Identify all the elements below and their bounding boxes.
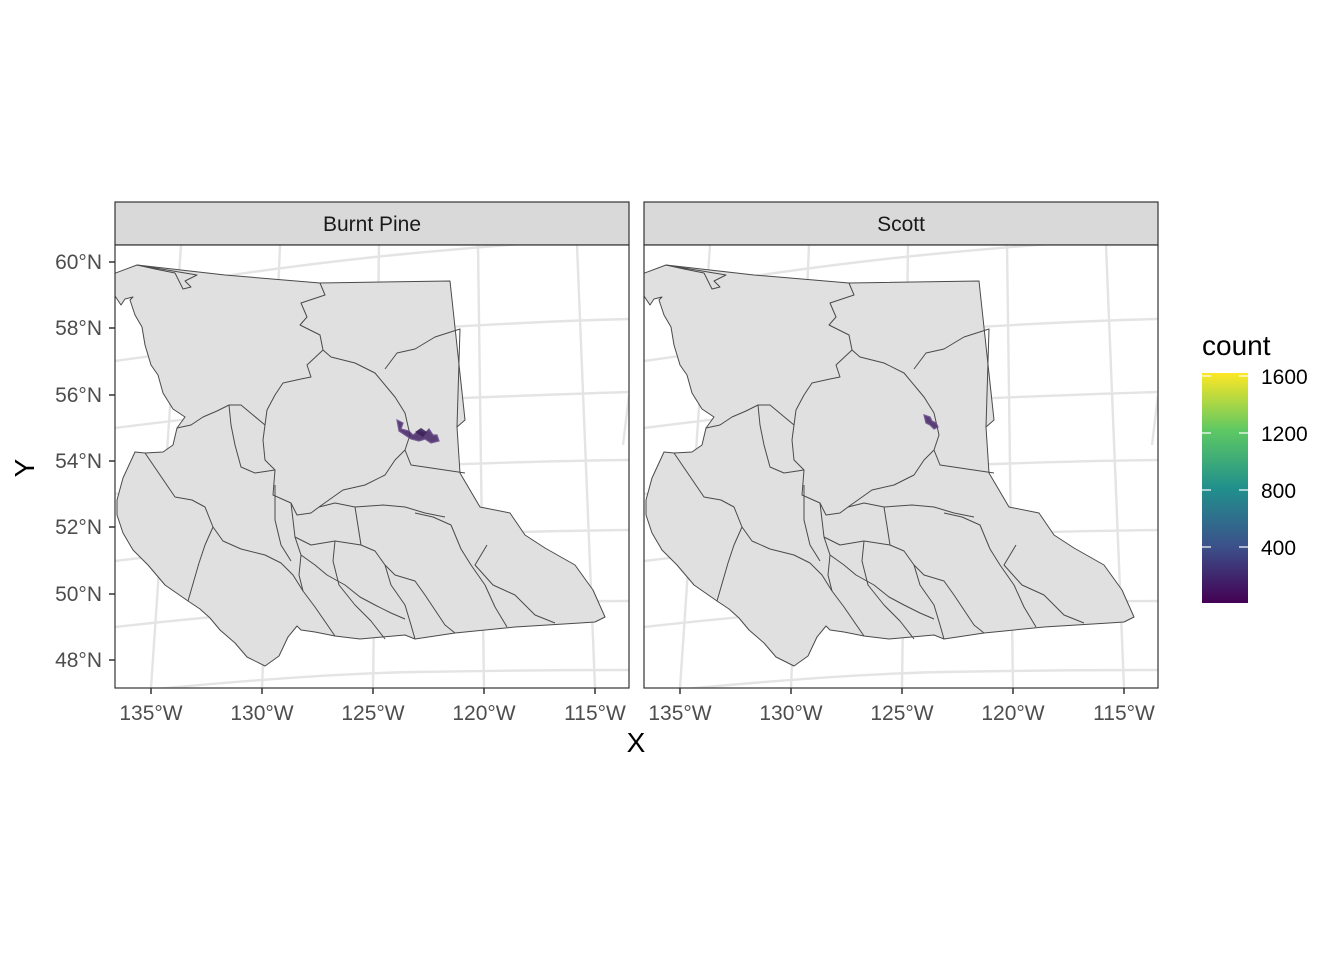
x-tick-label: 130°W	[759, 702, 822, 725]
x-tick-label: 135°W	[119, 702, 182, 725]
x-tick-label: 115°W	[564, 702, 626, 725]
legend-title: count	[1202, 330, 1271, 361]
legend-label: 400	[1261, 537, 1296, 560]
strip-background	[643, 201, 1159, 246]
panel-border	[643, 244, 1159, 689]
legend: count 1600 1200 800 400	[1202, 330, 1308, 603]
panel-burnt-pine: Burnt Pine	[114, 201, 630, 689]
x-tick-label: 125°W	[870, 702, 933, 725]
x-tick-label: 135°W	[648, 702, 711, 725]
x-tick-label: 120°W	[981, 702, 1044, 725]
legend-label: 1200	[1261, 423, 1308, 446]
y-tick-label: 50°N	[55, 583, 102, 606]
y-tick-label: 56°N	[55, 384, 102, 407]
x-axis-panel-2: 135°W 130°W 125°W 120°W 115°W	[648, 688, 1155, 725]
map-area	[115, 245, 629, 688]
legend-label: 800	[1261, 480, 1296, 503]
x-axis-title: X	[627, 727, 646, 758]
y-tick-label: 58°N	[55, 317, 102, 340]
y-tick-label: 60°N	[55, 251, 102, 274]
y-tick-label: 54°N	[55, 450, 102, 473]
x-axis-panel-1: 135°W 130°W 125°W 120°W 115°W	[119, 688, 626, 725]
strip-title: Burnt Pine	[323, 213, 421, 236]
y-axis: 60°N 58°N 56°N 54°N 52°N 50°N 48°N Y	[9, 251, 115, 672]
map-area	[644, 245, 1158, 688]
legend-colorbar	[1202, 373, 1248, 603]
x-tick-label: 115°W	[1093, 702, 1155, 725]
legend-label: 1600	[1261, 366, 1308, 389]
panel-border	[114, 244, 630, 689]
y-tick-label: 48°N	[55, 649, 102, 672]
x-tick-label: 125°W	[341, 702, 404, 725]
y-tick-label: 52°N	[55, 516, 102, 539]
panel-scott: Scott	[643, 201, 1159, 689]
y-axis-title: Y	[9, 458, 40, 477]
strip-title: Scott	[877, 213, 925, 236]
x-tick-label: 130°W	[230, 702, 293, 725]
strip-background	[114, 201, 630, 246]
x-tick-label: 120°W	[452, 702, 515, 725]
